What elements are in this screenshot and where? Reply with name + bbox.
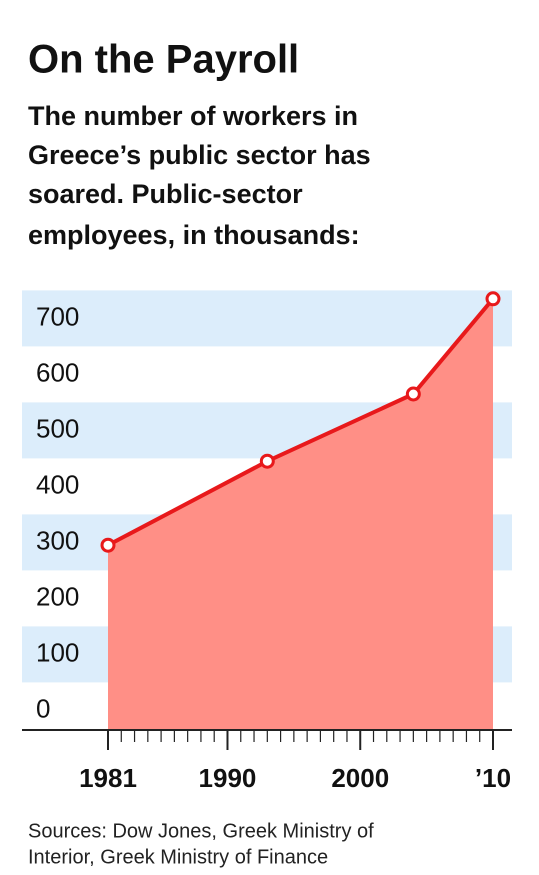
y-tick-label: 500 [36, 413, 79, 443]
source: Interior, Greek Ministry of Finance [28, 846, 328, 868]
subtitle: employees, in thousands: [28, 220, 360, 250]
subtitle: The number of workers in [28, 101, 358, 131]
x-tick-label: 1981 [79, 763, 137, 793]
y-tick-label: 300 [36, 525, 79, 555]
point [485, 291, 501, 307]
source: Sources: Dow Jones, Greek Ministry of [28, 820, 374, 842]
y-tick-label: 100 [36, 637, 79, 667]
point [100, 537, 116, 553]
grid-band [22, 290, 512, 347]
y-tick-label: 700 [36, 301, 79, 331]
line [107, 297, 495, 547]
y-tick-label: 600 [36, 357, 79, 387]
x-tick-label: 1990 [199, 763, 257, 793]
area [108, 298, 493, 730]
y-tick-label: 200 [36, 581, 79, 611]
x-tick-label: ’10 [475, 763, 511, 793]
subtitle: Greece’s public sector has [28, 140, 371, 170]
subtitle: soared. Public-sector [28, 179, 303, 209]
chart-title: On the Payroll [28, 38, 299, 82]
y-tick-label: 400 [36, 469, 79, 499]
point [405, 386, 421, 402]
x-tick-label: 2000 [331, 763, 389, 793]
y-tick-label: 0 [36, 693, 50, 723]
point [259, 453, 275, 469]
